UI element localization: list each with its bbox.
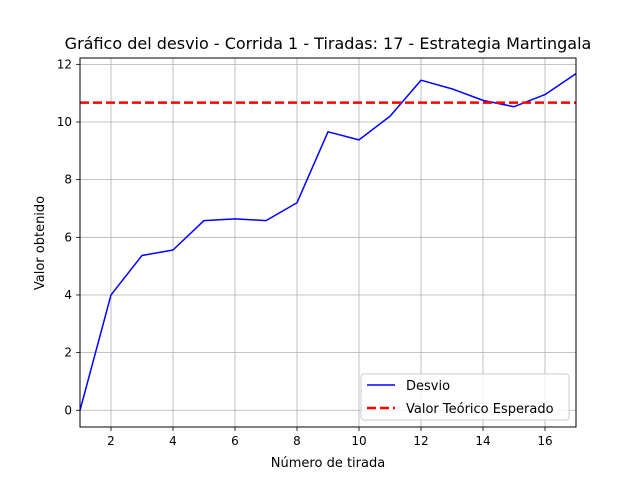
ticks: 2 4 6 8 10 12 14 16 0 2 4 6 8 10 12: [57, 57, 553, 448]
y-tick-label: 8: [64, 173, 72, 187]
x-tick-label: 4: [169, 434, 177, 448]
legend-label: Desvio: [406, 379, 450, 394]
x-tick-label: 8: [293, 434, 301, 448]
x-tick-label: 2: [107, 434, 115, 448]
legend-label: Valor Teórico Esperado: [406, 402, 554, 417]
y-axis-label: Valor obtenido: [33, 196, 48, 290]
x-tick-label: 16: [537, 434, 552, 448]
plot-frame: [79, 57, 577, 428]
y-tick-label: 6: [64, 230, 72, 244]
y-tick-label: 4: [64, 288, 72, 302]
y-tick-label: 10: [57, 115, 72, 129]
grid: [80, 58, 576, 427]
y-tick-label: 12: [57, 57, 72, 71]
x-axis-label: Número de tirada: [271, 456, 385, 471]
x-tick-label: 14: [475, 434, 490, 448]
y-tick-label: 0: [64, 403, 72, 417]
x-tick-label: 6: [231, 434, 239, 448]
chart-title: Gráfico del desvio - Corrida 1 - Tiradas…: [65, 34, 592, 53]
y-tick-label: 2: [64, 346, 72, 360]
plot-lines: [79, 72, 577, 411]
x-tick-label: 12: [413, 434, 428, 448]
legend: Desvio Valor Teórico Esperado: [360, 373, 570, 421]
x-tick-label: 10: [351, 434, 366, 448]
legend-box: [360, 373, 570, 421]
desvio-series-line: [79, 72, 577, 411]
